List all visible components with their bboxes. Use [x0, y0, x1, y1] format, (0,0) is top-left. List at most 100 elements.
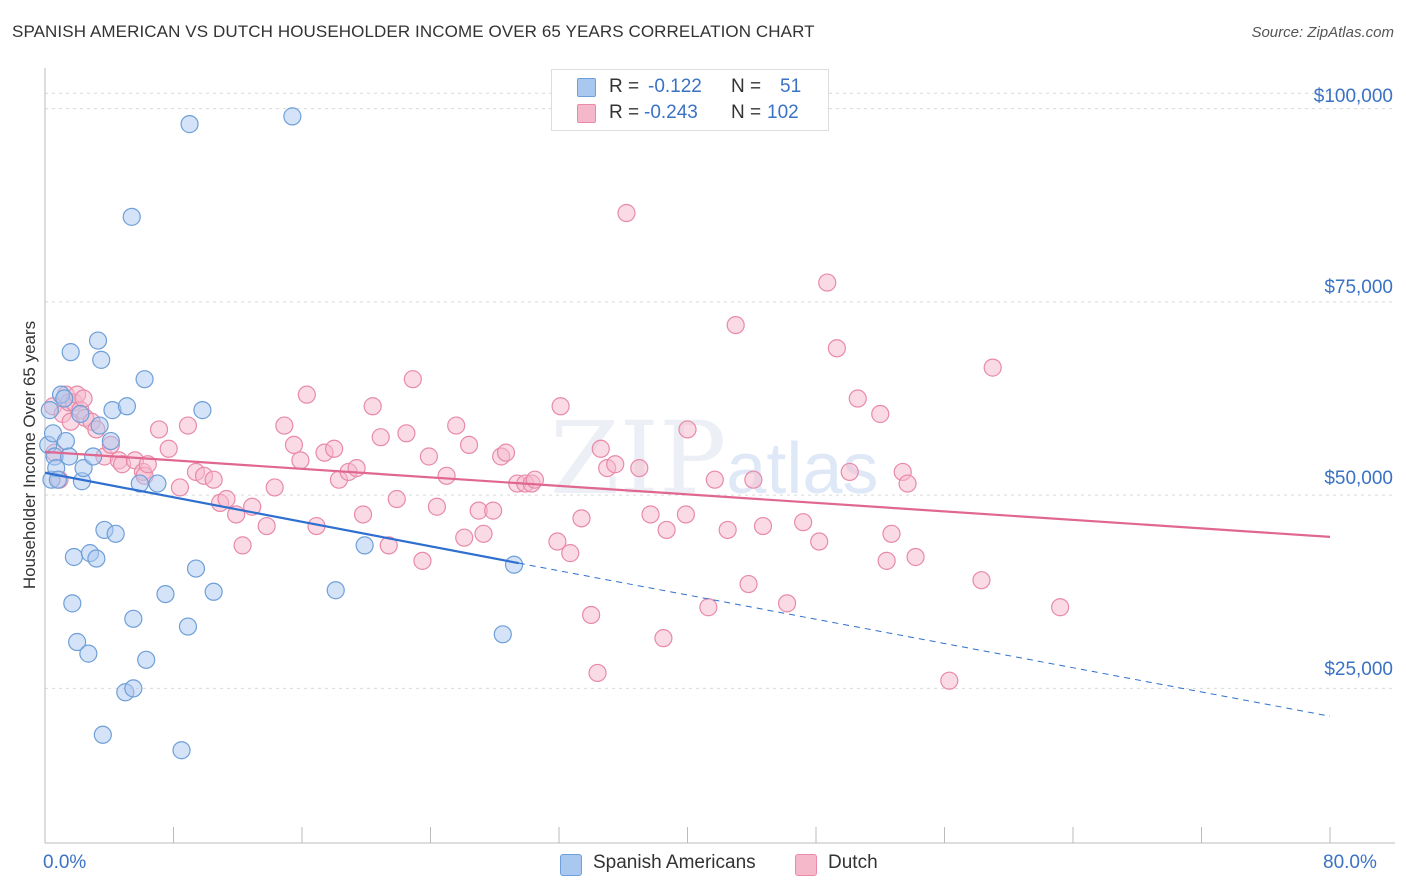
- spanish-point: [122, 207, 141, 226]
- source-label: Source: ZipAtlas.com: [1251, 24, 1394, 41]
- dutch-point: [705, 470, 724, 489]
- dutch-point: [630, 458, 649, 478]
- dutch-point: [699, 598, 718, 617]
- dutch-point: [818, 273, 837, 292]
- dutch-point: [419, 447, 438, 466]
- dutch-point: [217, 489, 236, 509]
- stats-row-spanish: R = -0.122 N = 51: [552, 75, 828, 101]
- n-value: 102: [767, 102, 799, 123]
- spanish-point: [178, 617, 198, 636]
- spanish-point: [135, 370, 154, 389]
- axes: [44, 68, 1395, 844]
- spanish-point: [40, 401, 59, 420]
- r-value: -0.122: [648, 76, 702, 97]
- dutch-point: [871, 404, 890, 424]
- spanish-point: [56, 431, 75, 451]
- x-tick-label: 80.0%: [1323, 852, 1377, 873]
- dutch-point: [794, 513, 813, 532]
- spanish-point: [124, 609, 143, 628]
- spanish-point: [493, 625, 512, 644]
- legend-label: Spanish Americans: [593, 852, 756, 873]
- dutch-point: [777, 594, 797, 613]
- dutch-point: [972, 571, 991, 590]
- spanish-point: [193, 401, 212, 420]
- dutch-point: [204, 470, 223, 489]
- dutch-point: [1051, 598, 1070, 617]
- spanish-point: [87, 549, 106, 568]
- spanish-point: [64, 547, 84, 567]
- dutch-point: [325, 439, 344, 458]
- stats-box: R = -0.122 N = 51 R = -0.243 N = 102: [551, 69, 829, 131]
- r-label: R =: [609, 76, 640, 97]
- spanish-point: [88, 331, 108, 350]
- dutch-point: [170, 478, 190, 497]
- dutch-point: [848, 389, 867, 408]
- trend-lines: [44, 450, 1331, 717]
- dutch-point: [159, 439, 178, 458]
- n-value: 51: [780, 76, 802, 97]
- spanish-point: [61, 343, 80, 362]
- dutch-point: [455, 528, 474, 547]
- spanish-point: [130, 474, 149, 493]
- dutch-point: [353, 505, 373, 524]
- dutch-point: [363, 397, 382, 416]
- y-tick-label: $25,000: [1324, 659, 1393, 680]
- dutch-point: [654, 629, 673, 648]
- spanish-swatch: [577, 78, 596, 97]
- spanish-point: [326, 581, 345, 600]
- spanish-point: [74, 458, 93, 478]
- spanish-point: [180, 115, 199, 134]
- dutch-point: [297, 385, 316, 404]
- gridlines: [45, 92, 1395, 689]
- dutch-point: [496, 443, 516, 462]
- dutch-point: [371, 428, 390, 447]
- n-label: N =: [731, 76, 762, 97]
- spanish-swatch: [560, 854, 582, 876]
- dutch-point: [265, 478, 284, 497]
- dutch-point: [413, 551, 432, 570]
- spanish-point: [68, 632, 87, 652]
- dutch-trend-line: [44, 450, 1331, 538]
- dutch-point: [233, 536, 252, 555]
- spanish-point: [137, 650, 156, 669]
- spanish-point: [90, 416, 109, 435]
- dutch-point: [591, 439, 610, 458]
- dutch-point: [548, 532, 567, 551]
- dutch-point: [474, 524, 493, 543]
- spanish-point: [186, 559, 206, 578]
- spanish-trend-line: [44, 471, 520, 565]
- dutch-point: [906, 547, 925, 567]
- spanish-point: [101, 431, 120, 451]
- stats-row-dutch: R = -0.243 N = 102: [552, 101, 828, 127]
- spanish-point: [106, 524, 125, 543]
- dutch-point: [898, 474, 917, 493]
- spanish-point: [504, 555, 524, 574]
- dutch-point: [582, 605, 601, 625]
- spanish-point: [117, 397, 137, 416]
- dutch-point: [657, 520, 676, 540]
- dutch-swatch: [577, 104, 596, 123]
- dutch-point: [676, 505, 695, 524]
- n-label: N =: [731, 102, 762, 123]
- dutch-point: [291, 451, 310, 470]
- dutch-point: [437, 466, 456, 485]
- dutch-point: [726, 315, 745, 335]
- spanish-point: [355, 536, 374, 555]
- dutch-point: [572, 509, 591, 528]
- y-tick-label: $100,000: [1313, 86, 1393, 107]
- dutch-point: [347, 458, 366, 478]
- dutch-point: [257, 516, 276, 536]
- legend-label: Dutch: [828, 852, 878, 873]
- spanish-point: [93, 725, 112, 744]
- dutch-point: [551, 397, 570, 416]
- spanish-point: [204, 582, 223, 601]
- dutch-point: [882, 524, 901, 543]
- spanish-point: [156, 584, 175, 604]
- spanish-point: [55, 389, 74, 408]
- spanish-point: [148, 474, 167, 493]
- dutch-point: [427, 497, 447, 516]
- dutch-point: [588, 663, 607, 683]
- dutch-point: [617, 203, 636, 223]
- spanish-point: [283, 107, 302, 126]
- dutch-point: [447, 416, 466, 435]
